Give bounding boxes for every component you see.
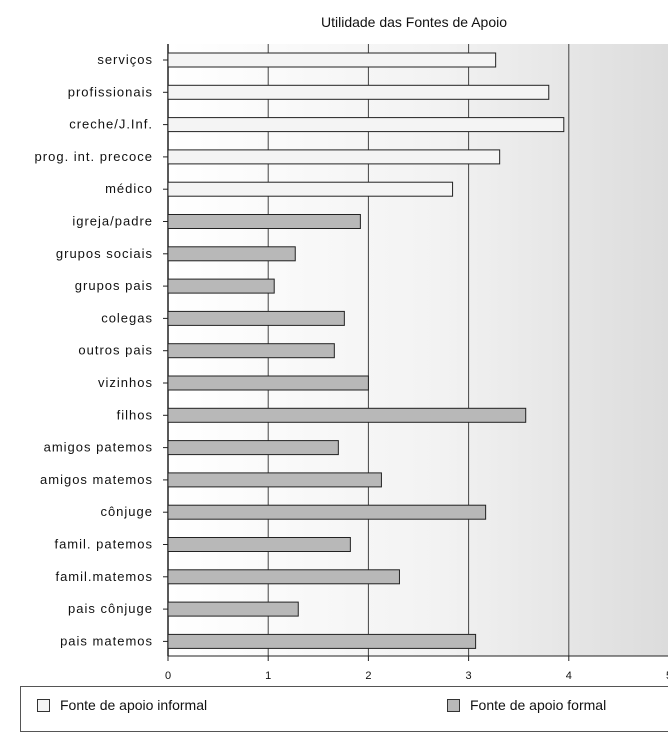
category-labels: serviços profissionais creche/J.Inf. prog. … <box>35 52 168 648</box>
legend-swatch-informal <box>37 698 50 712</box>
category-label: famil. patemos <box>54 537 153 552</box>
bar-12 <box>167 440 339 456</box>
x-tick-labels: 0 1 2 3 4 5 <box>165 656 668 682</box>
chart-title-text: Utilidade das Fontes de Apoio <box>320 14 507 30</box>
bar-8 <box>167 310 345 326</box>
bar-2 <box>167 117 565 133</box>
category-label: pais matemos <box>60 633 153 648</box>
legend: Fonte de apoio informal Fonte de apoio f… <box>20 686 668 732</box>
legend-label-informal: Fonte de apoio informal <box>60 697 208 713</box>
bar-5 <box>167 214 361 229</box>
category-label: outros pais <box>78 343 153 358</box>
category-label: igreja/padre <box>72 214 153 229</box>
x-tick-label: 5 <box>666 670 668 682</box>
bar-15 <box>167 537 351 552</box>
bar-4 <box>167 181 454 197</box>
bar-3 <box>167 149 501 165</box>
legend-label-formal: Fonte de apoio formal <box>470 697 607 713</box>
category-label: famil.matemos <box>55 569 153 584</box>
legend-item-formal: Fonte de apoio formal <box>447 697 606 713</box>
legend-item-informal: Fonte de apoio informal <box>37 697 207 713</box>
x-tick-label: 4 <box>566 670 572 682</box>
legend-swatch-formal <box>447 698 460 712</box>
bar-10 <box>167 375 369 391</box>
bar-16 <box>167 569 400 585</box>
bar-0 <box>167 52 497 68</box>
category-label: médico <box>105 181 153 196</box>
x-tick-label: 0 <box>165 670 171 682</box>
bar-chart: serviços profissionais creche/J.Inf. prog. … <box>35 44 668 682</box>
chart-title: Utilidade das Fontes de Apoio <box>0 14 668 30</box>
bar-13 <box>167 472 382 488</box>
category-label: vizinhos <box>98 375 153 390</box>
bar-14 <box>167 504 487 520</box>
bar-7 <box>167 278 275 294</box>
category-label: filhos <box>117 407 153 422</box>
bar-6 <box>167 246 296 262</box>
bar-9 <box>167 343 335 359</box>
category-label: amigos matemos <box>40 472 153 487</box>
category-label: prog. int. precoce <box>35 149 153 164</box>
x-tick-label: 3 <box>466 670 472 682</box>
category-label: grupos pais <box>75 278 153 293</box>
category-label: pais cônjuge <box>68 601 153 616</box>
x-tick-label: 2 <box>365 670 371 682</box>
category-label: colegas <box>101 310 153 325</box>
x-tick-label: 1 <box>265 670 271 682</box>
category-label: creche/J.Inf. <box>69 117 153 132</box>
category-label: cônjuge <box>100 504 153 519</box>
bar-1 <box>167 84 550 100</box>
category-label: amigos patemos <box>44 440 153 455</box>
category-label: grupos sociais <box>56 246 153 261</box>
category-label: serviços <box>97 52 153 67</box>
bar-18 <box>167 633 477 649</box>
bar-11 <box>167 407 527 423</box>
category-label: profissionais <box>68 84 153 99</box>
bar-17 <box>167 601 299 617</box>
